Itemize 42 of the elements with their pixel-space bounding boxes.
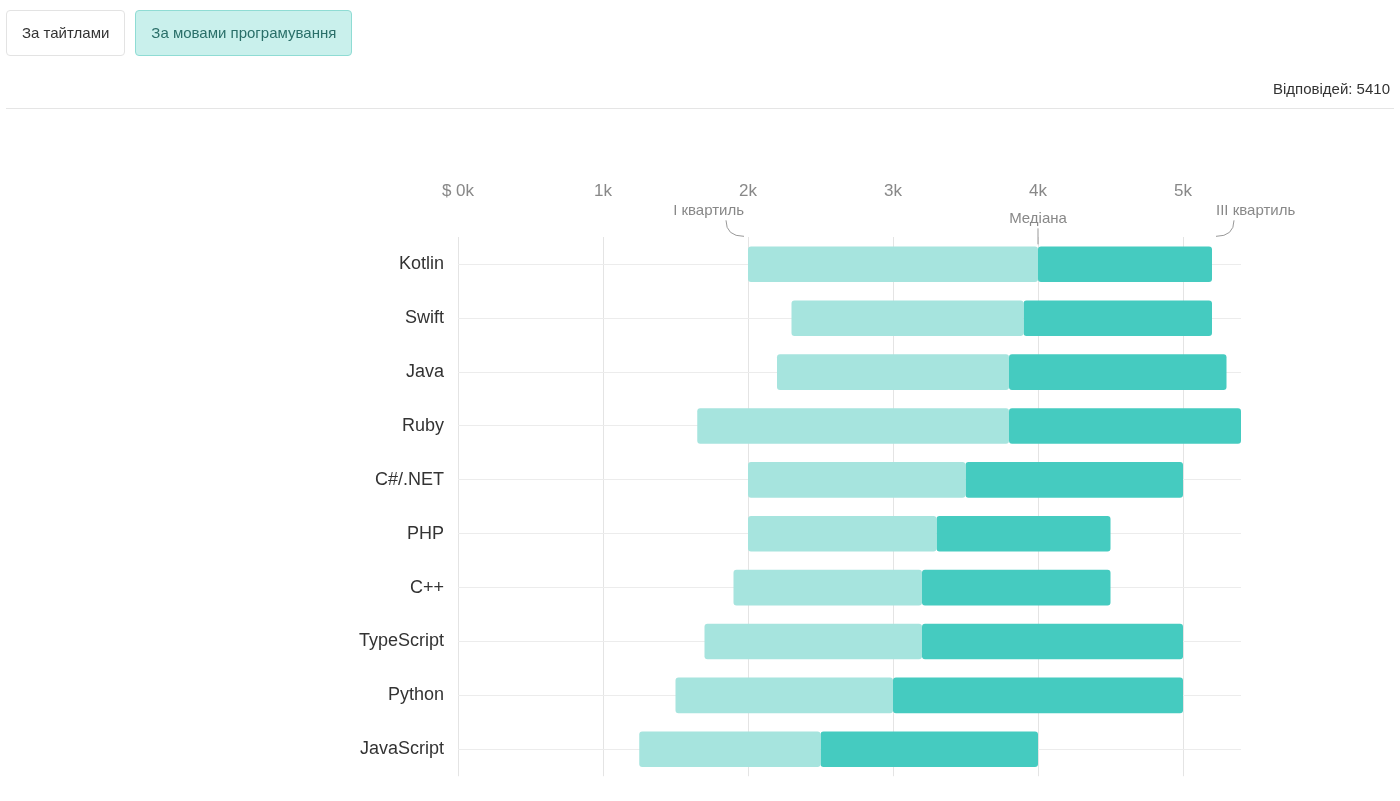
- y-tick-label: Swift: [404, 307, 444, 328]
- bar: [639, 731, 821, 768]
- bar: [936, 515, 1111, 552]
- x-tick-label: 2k: [739, 180, 758, 200]
- bar: [704, 623, 922, 660]
- bar: [777, 354, 1009, 390]
- y-tick-label: PHP: [406, 522, 444, 543]
- text: Відповідей: 5410: [1272, 80, 1390, 97]
- bar: [748, 462, 966, 498]
- x-tick-label: 3k: [884, 180, 903, 200]
- text: Медіана: [1009, 208, 1068, 226]
- y-tick-label: TypeScript: [358, 630, 444, 651]
- bar: [1009, 354, 1227, 390]
- y-tick-label: JavaScript: [359, 738, 444, 759]
- x-tick-label: 4k: [1029, 180, 1048, 200]
- x-tick-label: $ 0k: [441, 180, 475, 200]
- y-tick-label: Python: [387, 684, 444, 705]
- bar: [697, 408, 1009, 444]
- bar: [922, 569, 1111, 606]
- bar: [965, 462, 1183, 498]
- bar: [748, 515, 937, 552]
- text: I квартиль: [673, 200, 745, 218]
- y-tick-label: Kotlin: [398, 253, 444, 274]
- bar: [893, 677, 1183, 714]
- bar: [733, 569, 922, 606]
- y-tick-label: C++: [409, 576, 444, 597]
- bar: [675, 677, 893, 714]
- text: За мовами програмування: [135, 10, 353, 56]
- bar: [1038, 246, 1212, 283]
- text: За тайтлами: [6, 10, 126, 56]
- bar: [1023, 300, 1212, 336]
- x-tick-label: 5k: [1174, 180, 1193, 200]
- y-tick-label: Java: [405, 361, 445, 382]
- bar: [922, 623, 1183, 660]
- bar: [820, 731, 1038, 768]
- bar: [1009, 408, 1241, 444]
- y-tick-label: Ruby: [401, 414, 444, 435]
- x-tick-label: 1k: [594, 180, 613, 200]
- bar: [748, 246, 1038, 283]
- text: III квартиль: [1216, 200, 1296, 218]
- bar: [791, 300, 1024, 336]
- y-tick-label: C#/.NET: [374, 468, 444, 489]
